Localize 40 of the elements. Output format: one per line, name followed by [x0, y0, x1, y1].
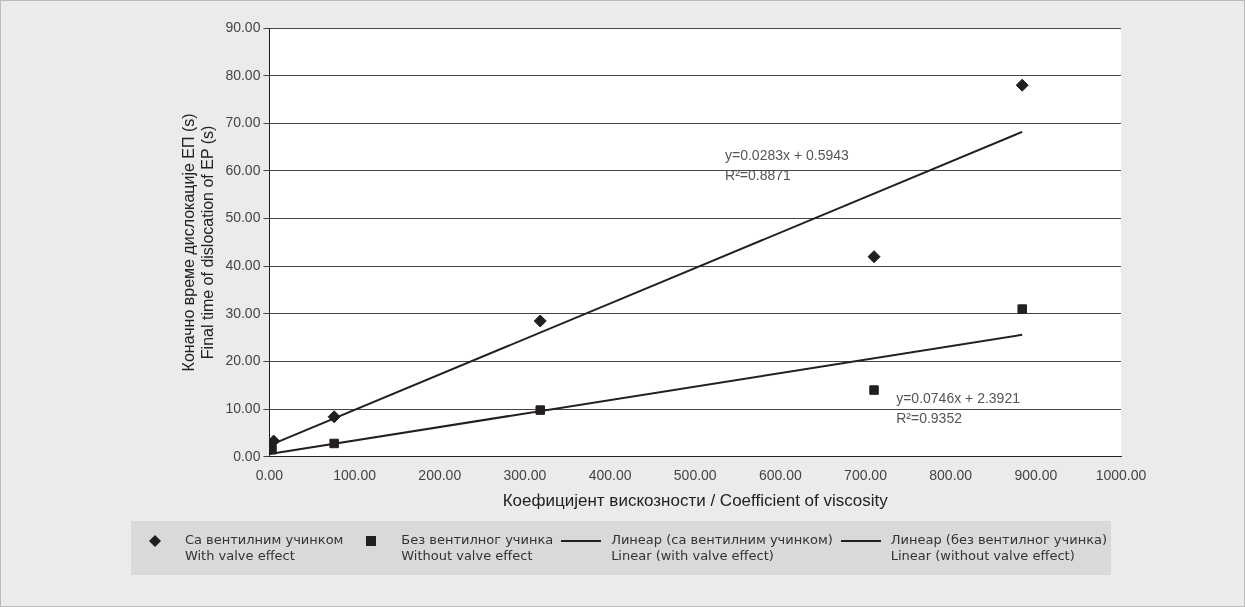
- y-axis-title: Коначно време дислокације ЕП (s) Final time of dislocation of EP (s): [180, 113, 217, 372]
- point: [327, 410, 341, 424]
- y-tick-label: 70.00: [225, 114, 261, 131]
- y-tick-label: 80.00: [225, 66, 261, 83]
- annotation: R²=0.9352: [896, 409, 963, 426]
- legend-label: Линеар (са вентилним учинком) Linear (with valve effect): [611, 532, 833, 564]
- y-tick-label: 50.00: [225, 209, 261, 226]
- x-axis-title: Коефицијент вискозности / Coefficient of viscosity: [502, 491, 889, 511]
- legend-label: Линеар (без вентилног учинка) Linear (without valve effect): [890, 532, 1108, 564]
- y-tick-label: 60.00: [225, 161, 261, 178]
- point: [1015, 78, 1029, 92]
- x-tick-label: 200.00: [418, 467, 462, 484]
- y-tick-label: 30.00: [225, 304, 261, 321]
- x-tick-label: 400.00: [588, 467, 632, 484]
- x-tick-label: 700.00: [844, 467, 888, 484]
- x-tick-label: 500.00: [673, 467, 717, 484]
- annotation: R²=0.8871: [725, 167, 791, 184]
- point: [329, 438, 339, 449]
- point: [1017, 304, 1027, 314]
- x-tick-label: 600.00: [758, 467, 802, 484]
- point: [869, 385, 879, 395]
- y-tick-label: 10.00: [225, 400, 261, 417]
- y-tick-label: 20.00: [225, 352, 261, 369]
- annotation: y=0.0746x + 2.3921: [896, 389, 1021, 406]
- x-tick-label: 300.00: [503, 467, 547, 484]
- x-tick-label: 0.00: [255, 467, 284, 484]
- x-tick-label: 100.00: [333, 467, 377, 484]
- point: [535, 405, 545, 415]
- y-tick-label: 40.00: [225, 257, 261, 274]
- point: [269, 434, 281, 448]
- x-tick-label: 900.00: [1014, 467, 1058, 484]
- x-tick-label: 1000.00: [1095, 467, 1147, 484]
- point: [867, 250, 881, 264]
- legend-label: Без вентилног учинка Without valve effect: [401, 532, 554, 564]
- legend-label: Са вентилним учинком With valve effect: [184, 532, 344, 564]
- y-tick-label: 90.00: [225, 18, 261, 35]
- annotation: y=0.0283x + 0.5943: [725, 147, 850, 164]
- x-tick-label: 800.00: [929, 467, 973, 484]
- y-tick-label: 0.00: [233, 447, 261, 464]
- point: [533, 314, 547, 328]
